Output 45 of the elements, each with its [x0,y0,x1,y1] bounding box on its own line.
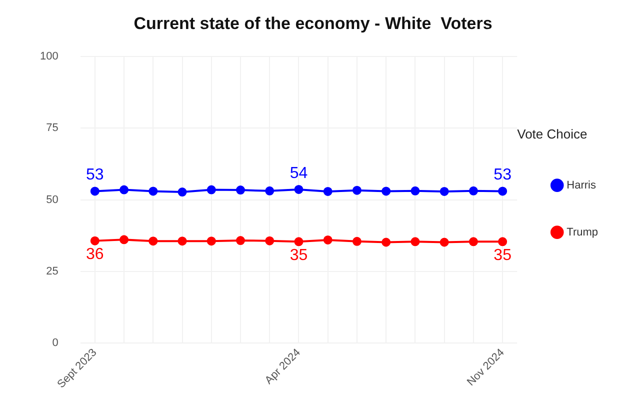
legend-label: Trump [566,226,598,238]
y-tick-label: 75 [46,122,58,134]
legend-label: Harris [566,179,596,192]
point [148,236,158,246]
y-tick-label: 0 [52,337,58,350]
point [498,186,508,196]
point [410,237,420,246]
y-tick-label: 100 [40,50,58,62]
legend-title: Vote Choice [517,126,588,142]
point [265,236,274,246]
point [178,188,187,197]
point [410,186,420,196]
point [120,235,129,244]
point [236,236,246,246]
point [294,184,304,194]
y-tick-label: 25 [46,266,58,278]
point [382,238,391,247]
point [236,186,246,195]
point [468,186,478,196]
data-label: 35 [290,247,308,264]
point [440,238,449,247]
data-label: 36 [86,246,104,264]
data-label: 35 [494,247,512,264]
point [323,186,332,196]
chart-title: Current state of the economy - White Voters [134,14,492,33]
point [294,237,304,246]
data-label: 53 [494,166,512,184]
point [178,236,187,246]
point [206,185,216,194]
point [120,185,129,194]
point [498,237,508,246]
point [352,236,362,246]
point [323,235,332,244]
point [352,186,362,195]
data-label: 54 [290,164,308,182]
point [468,237,478,246]
y-tick-label: 50 [46,194,58,206]
point [148,186,158,196]
point [265,186,274,196]
data-label: 53 [86,166,104,184]
point [382,186,391,196]
point [90,186,100,196]
point [206,236,216,246]
point [90,236,100,246]
point [440,186,449,196]
